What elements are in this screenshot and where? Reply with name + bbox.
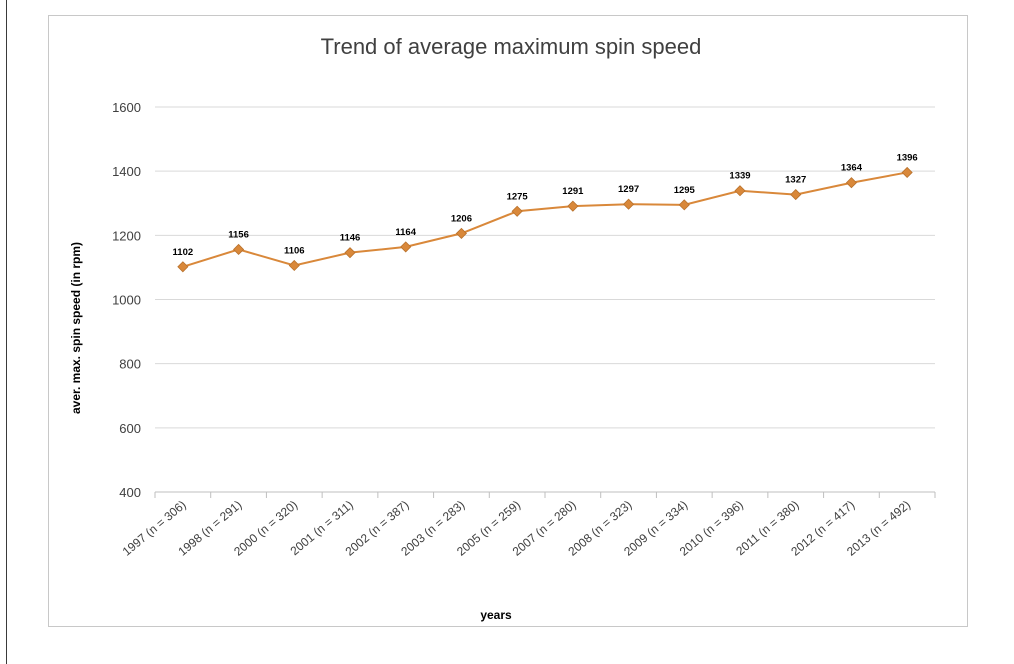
data-point-marker	[344, 247, 356, 259]
y-tick-label: 1400	[112, 164, 141, 179]
data-point-marker	[678, 199, 690, 211]
grid-lines	[155, 106, 935, 493]
x-axis-title: years	[480, 608, 512, 622]
data-label: 1339	[729, 171, 750, 182]
data-label: 1327	[785, 175, 806, 186]
data-point-marker	[734, 185, 746, 197]
y-tick-label: 1600	[112, 100, 141, 115]
y-tick-label: 800	[119, 357, 141, 372]
chart-title: Trend of average maximum spin speed	[321, 34, 702, 59]
series-line	[182, 171, 908, 268]
data-point-marker	[455, 227, 467, 239]
data-point-marker	[288, 259, 300, 272]
data-label: 1206	[451, 213, 472, 224]
data-label: 1164	[395, 227, 416, 238]
data-label: 1156	[228, 229, 249, 240]
data-labels: 1102 1156 1106 1146 1164 1206 1275 1291 1297 1295…	[173, 152, 918, 257]
y-tick-label: 1000	[112, 293, 141, 308]
data-label: 1297	[618, 184, 639, 195]
data-label: 1396	[897, 152, 918, 163]
data-label: 1275	[507, 191, 529, 202]
y-tick-label: 600	[119, 421, 141, 436]
data-point-marker	[623, 198, 635, 210]
data-point-marker	[233, 243, 245, 256]
y-tick-label: 1200	[112, 228, 141, 243]
data-point-marker	[511, 205, 523, 217]
data-label: 1295	[674, 185, 696, 196]
chart-frame	[48, 15, 968, 627]
data-point-marker	[901, 166, 913, 179]
x-axis-ticks: 1997 (n = 306)1998 (n = 291)2000 (n = 32…	[120, 491, 936, 559]
data-point-marker	[177, 261, 189, 273]
data-point-marker	[845, 177, 857, 189]
y-tick-label: 400	[119, 485, 141, 500]
series-group	[177, 166, 913, 273]
data-point-marker	[400, 241, 412, 253]
data-label: 1146	[340, 233, 361, 244]
left-border-line	[6, 0, 7, 664]
y-axis-ticks: 400 600 800 1000 1200 1400 1600	[112, 100, 141, 500]
data-label: 1291	[562, 186, 584, 197]
data-point-marker	[790, 189, 802, 201]
data-label: 1364	[841, 163, 863, 174]
data-point-marker	[567, 200, 579, 212]
y-axis-title: aver. max. spin speed (in rpm)	[69, 242, 83, 414]
data-label: 1102	[173, 247, 194, 258]
data-label: 1106	[284, 245, 305, 256]
